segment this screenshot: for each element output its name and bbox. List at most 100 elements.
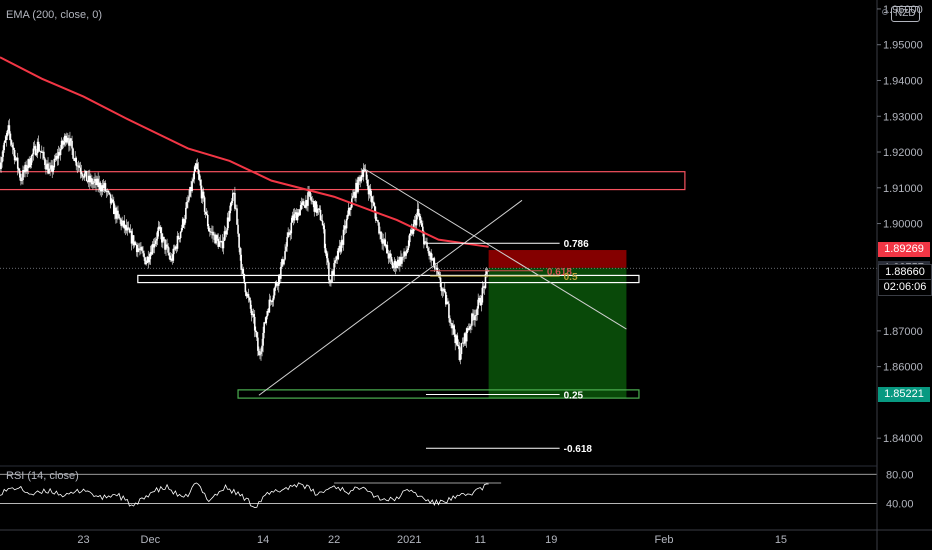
time-tick-label: Dec	[141, 534, 161, 546]
candle-body	[212, 231, 214, 236]
candle-body	[3, 142, 5, 151]
candle-body	[268, 299, 271, 313]
candle-body	[47, 163, 49, 174]
candle-body	[289, 233, 292, 235]
candle-body	[167, 246, 169, 253]
candle-body	[161, 233, 163, 243]
candle-body	[63, 135, 66, 142]
candle-body	[179, 231, 182, 239]
candle-body	[109, 194, 112, 204]
take-profit-area	[488, 267, 627, 399]
candle-body	[129, 231, 132, 233]
candle-body	[170, 258, 173, 261]
candle-body	[249, 300, 252, 309]
rsi-indicator-label[interactable]: RSI (14, close)	[6, 470, 79, 482]
candle-body	[483, 286, 486, 288]
candle-body	[327, 258, 329, 263]
currency-badge[interactable]: NZD	[891, 6, 920, 22]
candle-body	[410, 230, 413, 234]
candle-body	[80, 171, 83, 175]
candle-body	[270, 301, 273, 303]
candle-body	[201, 191, 204, 199]
candle-body	[448, 303, 450, 319]
candle-body	[335, 256, 337, 261]
candle-body	[251, 313, 254, 316]
candle-body	[71, 140, 73, 149]
candle-body	[217, 238, 220, 247]
candle-body	[250, 308, 253, 316]
price-tick-label: 1.84000	[883, 433, 923, 445]
candle-body	[82, 176, 85, 178]
candle-body	[252, 313, 255, 317]
candle-body	[31, 154, 34, 156]
candle-body	[243, 273, 246, 284]
candle-body	[341, 240, 344, 245]
candle-body	[328, 262, 330, 281]
candle-body	[432, 258, 435, 260]
candle-body	[142, 250, 144, 254]
candle-body	[9, 133, 12, 141]
candle-body	[62, 141, 65, 145]
candle-body	[296, 212, 299, 221]
candle-body	[120, 219, 122, 226]
candle-body	[84, 170, 87, 174]
candle-body	[214, 234, 216, 244]
candle-body	[259, 354, 261, 356]
candle-body	[1, 156, 3, 163]
candle-body	[181, 219, 184, 229]
candle-body	[261, 345, 263, 352]
candle-body	[66, 137, 68, 143]
candle-body	[233, 192, 235, 194]
falling-trend-line	[363, 167, 627, 330]
candle-body	[484, 274, 487, 288]
candle-body	[485, 270, 488, 275]
candle-body	[346, 214, 349, 219]
candle-body	[210, 231, 212, 233]
candle-body	[386, 245, 389, 254]
candle-body	[287, 232, 289, 238]
candle-body	[411, 230, 414, 234]
ema-line	[0, 56, 489, 248]
candle-body	[372, 201, 375, 206]
candle-body	[186, 201, 188, 208]
candle-body	[232, 193, 234, 202]
candle-body	[131, 235, 134, 244]
candle-body	[435, 267, 438, 270]
candle-body	[374, 205, 376, 212]
candle-body	[226, 217, 229, 231]
candle-body	[165, 244, 167, 250]
candle-body	[426, 242, 428, 249]
candle-body	[202, 191, 205, 198]
candle-body	[138, 248, 140, 250]
candle-body	[417, 208, 420, 216]
candle-body	[337, 248, 340, 260]
price-tick-label: 1.94000	[883, 75, 923, 87]
candle-body	[416, 208, 419, 216]
candle-body	[14, 158, 17, 161]
candle-body	[193, 171, 195, 180]
candle-body	[401, 257, 403, 264]
ema-indicator-label[interactable]: EMA (200, close, 0)	[6, 9, 102, 21]
candle-body	[182, 219, 185, 225]
candle-body	[271, 300, 274, 303]
candle-body	[163, 236, 165, 240]
price-tick-label: 1.91000	[883, 183, 923, 195]
candle-body	[39, 151, 42, 153]
candle-body	[428, 251, 430, 256]
candle-body	[318, 208, 321, 210]
candle-body	[418, 215, 421, 221]
price-tag-stop: 1.89269	[878, 242, 930, 258]
candle-body	[272, 295, 275, 301]
candle-body	[45, 165, 47, 170]
candle-body	[122, 220, 124, 223]
candle-body	[423, 231, 425, 245]
time-tick-label: 23	[77, 534, 89, 546]
candle-body	[187, 200, 189, 202]
candle-body	[460, 343, 463, 355]
candle-body	[281, 259, 283, 267]
candle-body	[55, 155, 58, 160]
candle-body	[264, 322, 266, 324]
candle-body	[332, 271, 334, 276]
candle-body	[139, 249, 141, 251]
